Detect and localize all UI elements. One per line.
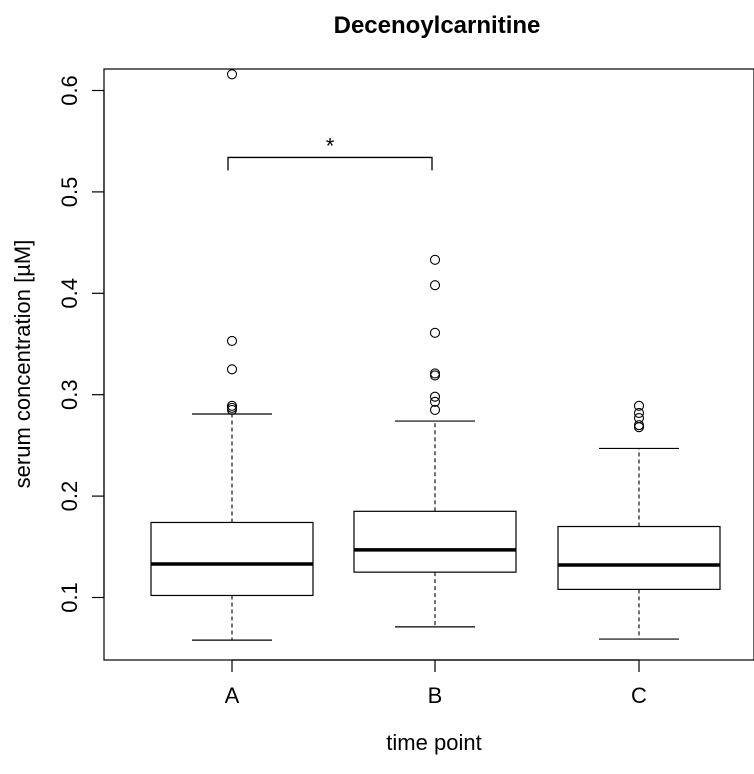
chart-title: Decenoylcarnitine xyxy=(334,12,541,39)
y-tick-label: 0.2 xyxy=(57,481,82,512)
outlier-point xyxy=(429,404,441,415)
y-axis: 0.1 0.2 0.3 0.4 0.5 0.6 xyxy=(57,75,105,613)
x-tick-label: B xyxy=(428,683,443,708)
outlier-point xyxy=(226,335,238,347)
outlier-point xyxy=(633,400,645,411)
outlier-point xyxy=(429,254,441,265)
x-tick-label: A xyxy=(225,683,240,708)
outlier-point xyxy=(429,396,441,407)
x-axis: A B C xyxy=(225,659,647,708)
y-axis-title: serum concentration [µM] xyxy=(10,240,35,489)
box-A xyxy=(150,69,314,641)
y-tick-label: 0.4 xyxy=(57,278,82,309)
outlier-point xyxy=(429,327,441,338)
box-B xyxy=(353,254,517,628)
outlier-point xyxy=(633,422,645,433)
iqr-box xyxy=(557,525,721,590)
boxes-layer xyxy=(150,69,721,641)
outlier-point xyxy=(429,391,441,402)
significance-bracket: * xyxy=(227,133,433,171)
outlier-point xyxy=(226,402,238,413)
outlier-point xyxy=(429,280,441,291)
outlier-point xyxy=(226,400,238,411)
box-C xyxy=(557,400,721,640)
outlier-point xyxy=(633,412,645,424)
x-axis-title: time point xyxy=(386,730,481,755)
outlier-point xyxy=(429,368,441,379)
significance-star: * xyxy=(326,133,335,158)
outlier-point xyxy=(226,69,238,80)
x-tick-label: C xyxy=(631,683,647,708)
y-tick-label: 0.1 xyxy=(57,582,82,613)
iqr-box xyxy=(150,521,314,597)
y-tick-label: 0.3 xyxy=(57,379,82,410)
iqr-box xyxy=(353,510,517,573)
outlier-point xyxy=(226,364,238,375)
y-tick-label: 0.5 xyxy=(57,177,82,208)
outlier-point xyxy=(429,370,441,381)
significance-bracket-line xyxy=(227,156,433,171)
outlier-point xyxy=(633,407,645,419)
y-tick-label: 0.6 xyxy=(57,75,82,106)
outlier-point xyxy=(633,420,645,431)
